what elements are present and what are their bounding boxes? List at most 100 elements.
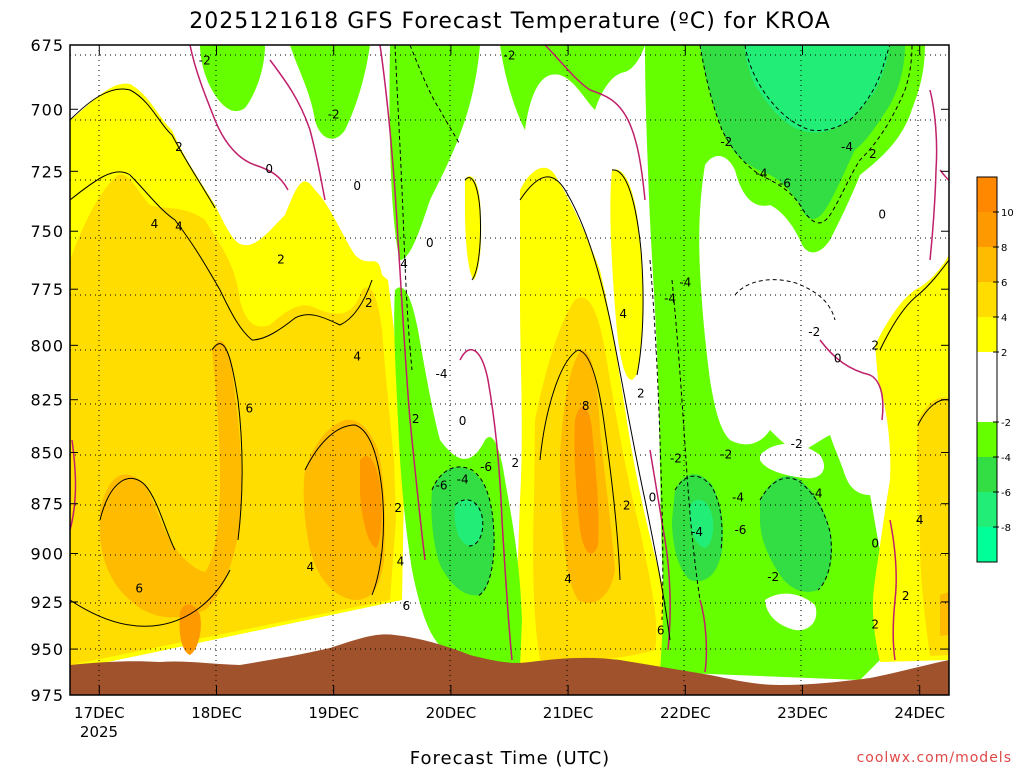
temp-field-warm-20dec-tongue bbox=[465, 176, 482, 280]
contour-label: -4 bbox=[457, 472, 469, 486]
contour-label: -4 bbox=[841, 140, 853, 154]
temp-field-cold-22dec-core bbox=[745, 45, 890, 133]
y-tick-label: 700 bbox=[30, 100, 64, 119]
contour-label: 2 bbox=[902, 589, 910, 603]
contour-label: 4 bbox=[397, 554, 405, 568]
y-tick-label: 725 bbox=[30, 162, 64, 181]
colorbar-swatch bbox=[977, 177, 997, 212]
y-tick-label: 675 bbox=[30, 36, 64, 55]
contour-label: 0 bbox=[834, 352, 842, 366]
contour-label: -6 bbox=[779, 176, 791, 190]
contour-label: 2 bbox=[394, 501, 402, 515]
colorbar-label: 6 bbox=[1001, 278, 1007, 289]
colorbar-swatch bbox=[977, 352, 997, 422]
contour-label: -6 bbox=[480, 460, 492, 474]
chart-title: 2025121618 GFS Forecast Temperature (ºC)… bbox=[189, 9, 831, 34]
temp-field-white-pocket-2 bbox=[760, 443, 825, 479]
colorbar: 10 8 6 4 2 -2 -4 -6 -8 bbox=[976, 176, 1014, 563]
contour-label: -4 bbox=[679, 275, 691, 289]
colorbar-swatch bbox=[977, 212, 997, 247]
colorbar-swatch bbox=[977, 247, 997, 282]
contour-label: 6 bbox=[135, 582, 143, 596]
temp-field-warm-21dec-peak bbox=[574, 406, 599, 554]
contour-label: 0 bbox=[459, 414, 467, 428]
x-tick-label: 19DEC bbox=[308, 704, 359, 722]
temp-field-cold-22-5-core bbox=[690, 499, 714, 548]
contour-label: 0 bbox=[265, 162, 273, 176]
contour-labels: -2 -2 -2 2 0 0 0 4 4 2 2 4 4 -4 2 6 0 -4 -6 -6 2 2 4 6 4 6 8 2 4 6 4 2 0… bbox=[135, 48, 923, 637]
colorbar-label: -6 bbox=[1001, 488, 1011, 499]
temp-field-warm-24dec-inner bbox=[917, 397, 949, 656]
contour-label: -4 bbox=[691, 525, 703, 539]
warm-contours bbox=[70, 88, 949, 641]
temp-field-cold-23dec-lower bbox=[760, 476, 832, 592]
temp-field-cold-upper-19dec bbox=[389, 45, 480, 260]
contour-label: 6 bbox=[657, 623, 665, 637]
terrain bbox=[70, 634, 949, 695]
contour-label: -4 bbox=[755, 167, 767, 181]
contour-label: 0 bbox=[426, 236, 434, 250]
x-axis-label: Forecast Time (UTC) bbox=[410, 748, 610, 768]
contour-label: 2 bbox=[871, 618, 879, 632]
y-tick-label: 975 bbox=[30, 686, 64, 705]
temp-field-cold-upper-19dec-left bbox=[290, 45, 370, 139]
contour-label: 4 bbox=[564, 572, 572, 586]
colorbar-label: -4 bbox=[1001, 453, 1011, 464]
contour-label: 6 bbox=[403, 599, 411, 613]
temp-field-warm-24dec-core bbox=[940, 592, 949, 636]
cold-contours bbox=[394, 45, 913, 621]
colorbar-swatch bbox=[977, 282, 997, 317]
colorbar-label: 4 bbox=[1001, 313, 1007, 324]
contour-label: 4 bbox=[306, 560, 314, 574]
contour-label: 0 bbox=[649, 491, 657, 505]
temp-field-white-pocket-1 bbox=[735, 278, 835, 337]
x-axis: 17DEC 18DEC 19DEC 20DEC 21DEC 22DEC 23DEC 24DEC bbox=[74, 45, 945, 722]
temp-field-white-pocket-3 bbox=[765, 593, 817, 631]
y-tick-label: 775 bbox=[30, 280, 64, 299]
colorbar-label: -2 bbox=[1001, 418, 1011, 429]
plot-area: -2 -2 -2 2 0 0 0 4 4 2 2 4 4 -4 2 6 0 -4 -6 -6 2 2 4 6 4 6 8 2 4 6 4 2 0… bbox=[70, 45, 949, 695]
x-year-label: 2025 bbox=[80, 723, 118, 741]
x-tick-label: 24DEC bbox=[894, 704, 945, 722]
y-tick-label: 950 bbox=[30, 640, 64, 659]
contour-label: 2 bbox=[869, 147, 877, 161]
y-tick-label: 825 bbox=[30, 391, 64, 410]
contour-label: 0 bbox=[878, 208, 886, 222]
temp-field-cold-upper-18dec bbox=[200, 45, 265, 112]
x-tick-label: 18DEC bbox=[191, 704, 242, 722]
contour-label: 2 bbox=[512, 456, 520, 470]
temp-field-warm-19dec-peak bbox=[360, 456, 382, 548]
contour-label: -2 bbox=[328, 107, 340, 121]
contour-label: -2 bbox=[767, 570, 779, 584]
contour-label: -6 bbox=[436, 478, 448, 492]
contour-label: 2 bbox=[365, 296, 373, 310]
x-tick-label: 21DEC bbox=[543, 704, 594, 722]
contour-label: 2 bbox=[871, 338, 879, 352]
contour-label: 2 bbox=[175, 140, 183, 154]
contour-label: -4 bbox=[811, 487, 823, 501]
contour-label: 6 bbox=[245, 401, 253, 415]
contour-label: -2 bbox=[791, 437, 803, 451]
colorbar-label: 10 bbox=[1001, 208, 1014, 219]
grid bbox=[70, 45, 949, 695]
plot-frame bbox=[69, 44, 950, 696]
temp-field-warm-6-8 bbox=[100, 340, 242, 618]
contour-label: 4 bbox=[619, 307, 627, 321]
contour-label: 4 bbox=[353, 349, 361, 363]
temp-field-cold-20dec-core bbox=[454, 499, 483, 546]
zero-degree-contours bbox=[70, 45, 949, 673]
contour-label: -2 bbox=[504, 48, 516, 62]
contour-label: -4 bbox=[436, 367, 448, 381]
colorbar-label: 8 bbox=[1001, 243, 1007, 254]
contour-label: 4 bbox=[175, 220, 183, 234]
y-tick-label: 925 bbox=[30, 593, 64, 612]
colorbar-swatch bbox=[977, 422, 997, 457]
colorbar-label: 2 bbox=[1001, 348, 1007, 359]
y-tick-label: 800 bbox=[30, 336, 64, 355]
contour-label: 4 bbox=[151, 217, 159, 231]
colorbar-swatch bbox=[977, 527, 997, 562]
contour-label: 4 bbox=[916, 513, 924, 527]
x-tick-label: 20DEC bbox=[426, 704, 477, 722]
